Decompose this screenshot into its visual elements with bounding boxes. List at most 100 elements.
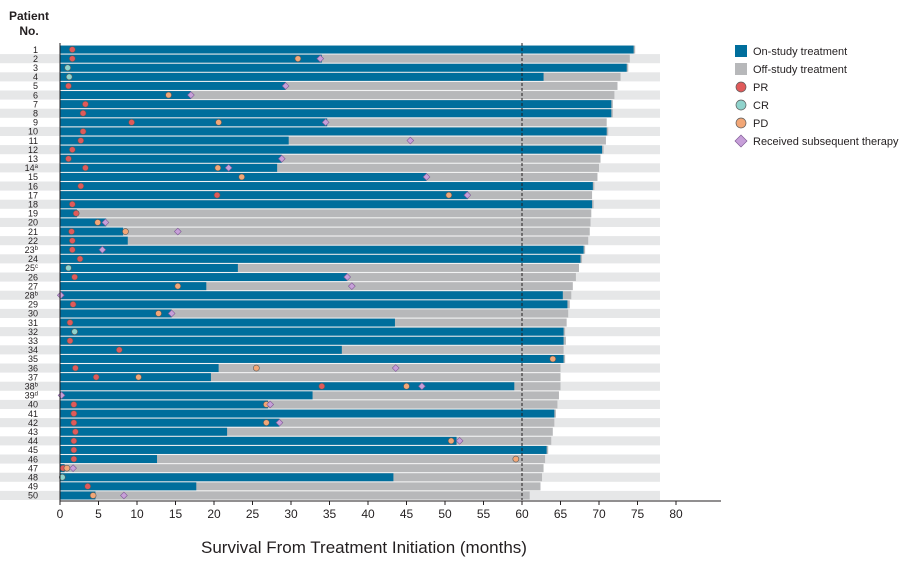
on-study-bar: [60, 136, 289, 145]
on-study-bar: [60, 182, 593, 191]
pr-marker: [65, 82, 72, 90]
pd-marker: [447, 437, 455, 445]
pd-marker: [122, 228, 129, 235]
subsequent-therapy-marker: [101, 218, 110, 227]
patient-label: 38b: [25, 381, 39, 391]
x-tick-label: 35: [323, 507, 337, 521]
legend-label-cr: CR: [753, 100, 769, 112]
subsequent-therapy-marker: [187, 91, 195, 99]
off-study-bar: [60, 54, 630, 63]
cr-marker: [59, 473, 66, 481]
patient-label: 10: [28, 127, 38, 137]
pr-marker: [70, 437, 78, 445]
on-study-bar: [60, 354, 564, 363]
pd-marker: [445, 191, 453, 199]
patient-label: 39d: [25, 391, 38, 401]
patient-label: 5: [33, 81, 38, 91]
on-study-bar: [60, 227, 124, 236]
on-study-bar: [60, 145, 603, 154]
pd-marker: [238, 173, 246, 181]
patient-label: 20: [28, 218, 38, 228]
patient-label: 26: [28, 272, 38, 282]
pd-marker: [155, 310, 162, 317]
legend-swatch-pd: [735, 117, 747, 129]
pr-marker: [71, 273, 78, 281]
patient-label: 24: [28, 254, 38, 264]
pr-marker: [69, 146, 76, 153]
subsequent-therapy-marker: [321, 118, 330, 127]
patient-label: 34: [28, 345, 38, 355]
pr-marker: [70, 446, 78, 454]
patient-label: 13: [28, 154, 38, 164]
pd-marker: [89, 492, 97, 499]
pr-marker: [318, 382, 326, 390]
subsequent-therapy-marker: [281, 82, 290, 90]
on-study-bar: [60, 100, 612, 109]
on-study-bar: [60, 491, 96, 500]
x-tick-label: 25: [246, 507, 260, 521]
off-study-bar: [60, 373, 561, 382]
patient-label: 28b: [25, 290, 39, 300]
patient-label: 33: [28, 336, 38, 346]
pr-marker: [65, 155, 72, 163]
patient-label: 25c: [25, 263, 38, 273]
off-study-bar: [60, 118, 607, 127]
legend-swatch-pr: [735, 81, 747, 93]
x-tick-label: 65: [554, 507, 568, 521]
on-study-bar: [60, 218, 107, 227]
patient-label: 7: [33, 99, 38, 109]
pr-marker: [69, 246, 76, 254]
subsequent-therapy-marker: [343, 273, 352, 281]
legend-swatch-subsequent: [734, 134, 748, 148]
patient-label: 42: [28, 418, 38, 428]
pd-marker: [165, 91, 172, 99]
x-tick-label: 40: [361, 507, 375, 521]
patient-label: 3: [33, 63, 38, 73]
on-study-bar: [60, 191, 469, 200]
pr-marker: [82, 100, 89, 108]
patient-label: 4: [33, 72, 38, 82]
on-study-bar: [60, 400, 268, 409]
patient-label: 35: [28, 354, 38, 364]
subsequent-therapy-marker: [120, 491, 128, 500]
off-study-bar: [60, 455, 546, 464]
pr-marker: [213, 191, 221, 199]
subsequent-therapy-marker: [463, 191, 472, 199]
on-study-bar: [60, 273, 348, 282]
subsequent-therapy-marker: [418, 382, 426, 391]
patient-label: 43: [28, 427, 38, 437]
pr-marker: [70, 401, 78, 408]
legend-swatch-on: [735, 45, 747, 57]
off-study-bar: [60, 482, 541, 491]
x-tick-label: 45: [400, 507, 414, 521]
on-study-bar: [60, 54, 322, 63]
x-tick-label: 80: [669, 507, 683, 521]
on-study-bar: [60, 236, 128, 245]
cr-marker: [65, 264, 72, 272]
off-study-bar: [60, 263, 579, 272]
subsequent-therapy-marker: [167, 309, 176, 318]
legend: On-study treatment Off-study treatment PR C…: [734, 45, 899, 148]
off-study-bar: [60, 136, 606, 145]
pd-marker: [63, 464, 71, 472]
patient-label: 45: [28, 445, 38, 455]
pr-marker: [69, 237, 76, 244]
on-study-bar: [60, 118, 328, 127]
x-tick-label: 0: [57, 507, 64, 521]
off-study-bar: [60, 364, 561, 373]
patient-label: 50: [28, 491, 38, 501]
on-study-bar: [60, 336, 564, 345]
pd-marker: [253, 364, 260, 372]
off-study-bar: [60, 491, 530, 500]
on-study-bar: [60, 263, 238, 272]
cr-marker: [64, 64, 71, 72]
x-tick-label: 70: [592, 507, 606, 521]
subsequent-therapy-marker: [275, 418, 284, 427]
x-tick-label: 10: [130, 507, 144, 521]
pr-marker: [70, 419, 78, 426]
subsequent-therapy-marker: [69, 464, 77, 472]
subsequent-therapy-marker: [277, 154, 286, 163]
pr-marker: [72, 428, 79, 436]
off-study-bar: [60, 227, 590, 236]
